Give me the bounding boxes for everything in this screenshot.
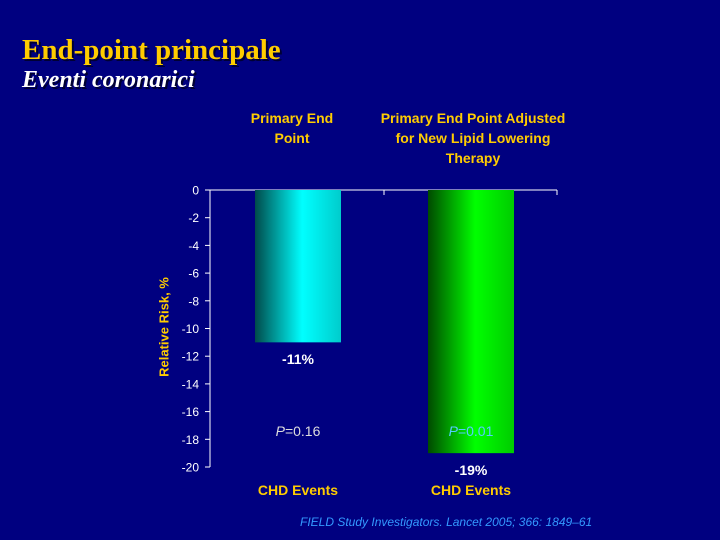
p-value-2: P=0.01	[449, 423, 494, 439]
citation: FIELD Study Investigators. Lancet 2005; …	[300, 515, 593, 529]
category-label-2: CHD Events	[431, 482, 511, 498]
p-value-1: P=0.16	[276, 423, 321, 439]
category-label-1: CHD Events	[258, 482, 338, 498]
slide-title: End-point principale	[22, 34, 281, 66]
bar2-header: Primary End Point Adjusted for New Lipid…	[380, 110, 566, 166]
slide-subtitle: Eventi coronarici	[22, 67, 195, 93]
bar-2	[428, 190, 514, 454]
y-tick-label: -16	[182, 405, 200, 419]
p-symbol: P	[276, 423, 286, 439]
data-label-2: -19%	[455, 462, 488, 478]
p-symbol: P	[449, 423, 459, 439]
y-tick-label: 0	[192, 184, 199, 198]
y-tick-label: -2	[188, 211, 199, 225]
y-tick-label: -18	[182, 433, 200, 447]
y-tick-label: -14	[182, 377, 200, 391]
y-tick-label: -12	[182, 350, 200, 364]
y-tick-label: -4	[188, 239, 199, 253]
bar-1	[255, 190, 341, 343]
y-tick-label: -10	[182, 322, 200, 336]
y-tick-label: -20	[182, 461, 200, 475]
y-tick-label: -8	[188, 294, 199, 308]
bar1-header: Primary End Point	[250, 110, 334, 146]
y-tick-label: -6	[188, 267, 199, 281]
p-number: =0.01	[458, 423, 494, 439]
data-label-1: -11%	[282, 351, 314, 367]
p-number: =0.16	[285, 423, 321, 439]
